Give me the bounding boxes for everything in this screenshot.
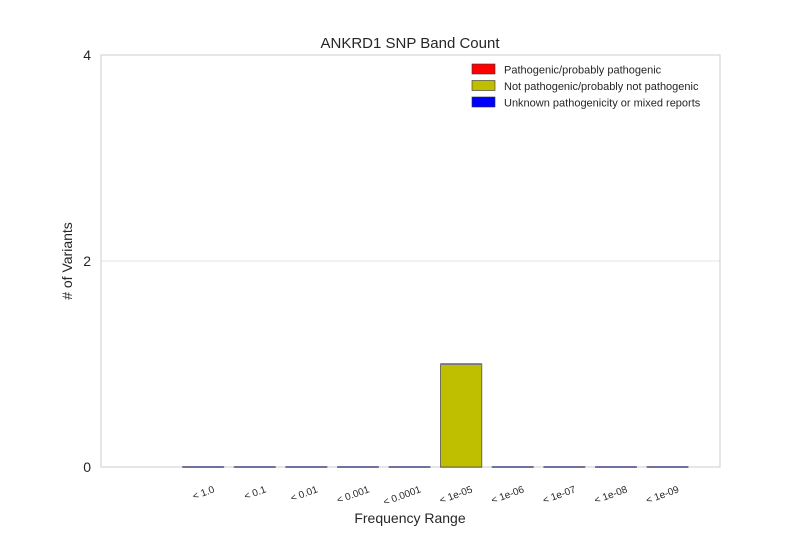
y-tick-label: 0 bbox=[83, 459, 91, 475]
legend-label: Not pathogenic/probably not pathogenic bbox=[504, 81, 699, 93]
bar-segment bbox=[491, 466, 534, 468]
bar-segment bbox=[336, 466, 379, 468]
bar-segment bbox=[543, 466, 586, 468]
bar-segment bbox=[440, 363, 483, 365]
x-tick-labels: < 1.0 < 0.1 < 0.01 < 0.001 < 0.0001 < 1e-05 < … bbox=[191, 484, 681, 508]
y-axis-label: # of Variants bbox=[59, 222, 75, 300]
bar-segment bbox=[285, 466, 328, 468]
x-tick-label: < 1e-06 bbox=[490, 484, 526, 506]
legend-swatch bbox=[471, 63, 496, 75]
x-tick-label: < 0.001 bbox=[336, 484, 372, 506]
y-tick-labels: 0 2 4 bbox=[83, 47, 91, 475]
legend-swatch bbox=[471, 96, 496, 108]
bar-segment bbox=[182, 466, 225, 468]
bar-segment bbox=[646, 466, 689, 468]
y-tick-label: 2 bbox=[83, 253, 91, 269]
bars-layer bbox=[182, 363, 689, 468]
legend: Pathogenic/probably pathogenic Not pathog… bbox=[471, 63, 701, 110]
x-axis-label: Frequency Range bbox=[354, 510, 466, 526]
x-tick-label: < 1.0 bbox=[191, 484, 216, 502]
bar-segment bbox=[388, 466, 431, 468]
x-tick-label: < 0.1 bbox=[243, 484, 268, 502]
legend-label: Unknown pathogenicity or mixed reports bbox=[504, 98, 701, 110]
x-tick-label: < 1e-09 bbox=[645, 484, 681, 506]
x-tick-label: < 0.01 bbox=[289, 484, 320, 504]
x-tick-label: < 1e-07 bbox=[541, 484, 577, 506]
legend-swatch bbox=[471, 80, 496, 91]
y-tick-label: 4 bbox=[83, 47, 91, 63]
x-tick-label: < 1e-08 bbox=[593, 484, 629, 506]
x-tick-label: < 0.0001 bbox=[382, 484, 423, 508]
bar-segment bbox=[440, 363, 483, 468]
bar-segment bbox=[233, 466, 276, 468]
bar-segment bbox=[594, 466, 637, 468]
x-tick-label: < 1e-05 bbox=[438, 484, 474, 506]
legend-label: Pathogenic/probably pathogenic bbox=[504, 65, 662, 77]
chart-title: ANKRD1 SNP Band Count bbox=[321, 35, 501, 52]
